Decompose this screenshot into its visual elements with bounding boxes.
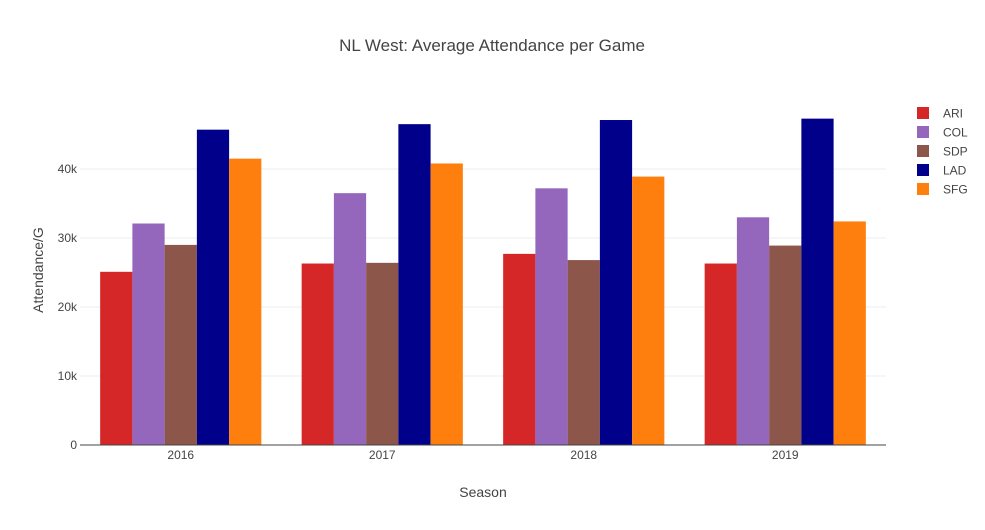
bar-ari-2017 (301, 263, 334, 445)
legend-item-sdp[interactable]: SDP (917, 145, 968, 159)
legend-label: ARI (943, 107, 963, 121)
y-tick-label: 10k (58, 369, 78, 383)
legend-item-ari[interactable]: ARI (917, 107, 963, 121)
bar-col-2016 (132, 223, 165, 445)
bar-sfg-2018 (632, 176, 665, 445)
bars (100, 118, 866, 446)
y-axis-title: Attendance/G (30, 227, 46, 313)
x-tick-label: 2018 (570, 448, 597, 462)
legend-swatch (917, 107, 929, 119)
y-tick-label: 30k (58, 231, 78, 245)
legend-label: LAD (943, 164, 967, 178)
x-tick-label: 2016 (167, 448, 194, 462)
y-tick-label: 0 (70, 438, 77, 452)
x-tick-label: 2017 (369, 448, 396, 462)
bar-sfg-2016 (229, 158, 262, 445)
bar-ari-2019 (704, 263, 737, 445)
bar-ari-2018 (503, 253, 536, 445)
bar-sfg-2019 (833, 221, 866, 445)
legend-item-sfg[interactable]: SFG (917, 183, 968, 197)
legend-label: SDP (943, 145, 968, 159)
legend-swatch (917, 145, 929, 157)
bar-col-2019 (736, 217, 770, 445)
chart-title: NL West: Average Attendance per Game (339, 36, 645, 55)
bar-ari-2016 (100, 271, 133, 445)
x-axis-title: Season (459, 484, 506, 500)
y-tick-label: 20k (58, 300, 78, 314)
legend-label: SFG (943, 183, 968, 197)
legend-swatch (917, 126, 929, 138)
x-axis-ticks: 2016 2017 2018 2019 (167, 448, 799, 462)
legend-label: COL (943, 126, 968, 140)
bar-sdp-2018 (567, 260, 600, 445)
bar-lad-2016 (196, 129, 230, 446)
x-tick-label: 2019 (772, 448, 799, 462)
y-tick-label: 40k (58, 162, 78, 176)
legend-swatch (917, 183, 929, 195)
y-axis-ticks: 0 10k 20k 30k 40k (58, 162, 78, 452)
bar-lad-2017 (398, 124, 431, 446)
legend-swatch (917, 164, 929, 176)
legend: ARI COL SDP LAD SFG (917, 107, 968, 197)
bar-sdp-2017 (366, 262, 399, 445)
bar-sdp-2016 (164, 244, 197, 445)
legend-item-col[interactable]: COL (917, 126, 968, 140)
bar-col-2018 (535, 188, 568, 445)
bar-col-2017 (333, 193, 367, 445)
bar-sdp-2019 (769, 245, 802, 445)
bar-sfg-2017 (430, 163, 463, 446)
bar-lad-2019 (801, 118, 834, 445)
bar-lad-2018 (599, 120, 633, 445)
legend-item-lad[interactable]: LAD (917, 164, 967, 178)
